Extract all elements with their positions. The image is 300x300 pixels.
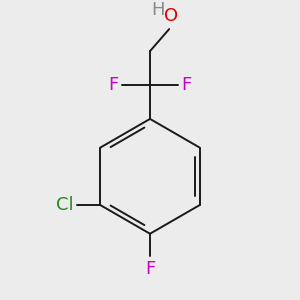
Text: F: F: [108, 76, 118, 94]
Text: O: O: [164, 7, 178, 25]
Text: H: H: [151, 1, 165, 19]
Text: F: F: [145, 260, 155, 278]
Text: F: F: [182, 76, 192, 94]
Text: Cl: Cl: [56, 196, 73, 214]
